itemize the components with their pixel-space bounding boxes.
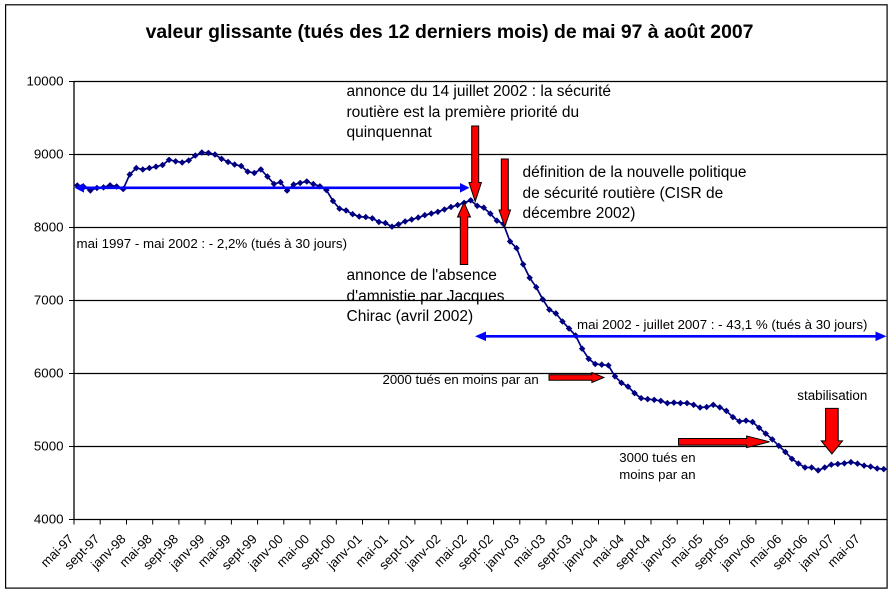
svg-text:4000: 4000: [34, 512, 64, 527]
svg-text:6000: 6000: [34, 366, 64, 381]
svg-text:9000: 9000: [34, 147, 64, 162]
svg-text:10000: 10000: [27, 74, 64, 89]
svg-text:7000: 7000: [34, 293, 64, 308]
svg-text:5000: 5000: [34, 439, 64, 454]
svg-text:8000: 8000: [34, 220, 64, 235]
